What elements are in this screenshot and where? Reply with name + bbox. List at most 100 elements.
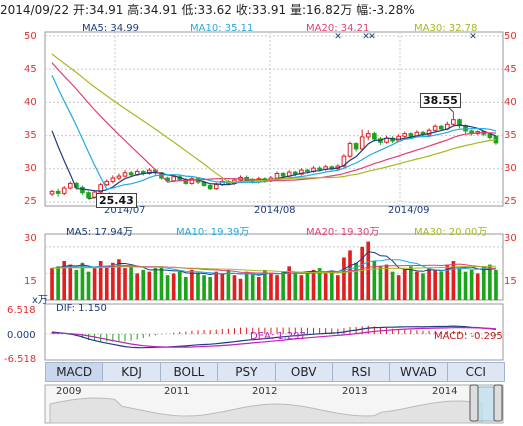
- candle-body: [274, 172, 280, 179]
- ma10-legend: MA10: 35.11: [190, 23, 254, 34]
- price-tick-left: 40: [24, 97, 37, 108]
- volume-bar: [56, 266, 60, 300]
- event-marker-icon: ✕: [469, 32, 477, 42]
- price-tick-right: 50: [504, 31, 517, 42]
- candle-body: [359, 136, 365, 150]
- volume-bar: [421, 273, 425, 300]
- candle-body: [122, 172, 128, 177]
- volume-bar: [281, 271, 285, 300]
- volume-ma20-line: [51, 263, 497, 275]
- tab-wvad[interactable]: WVAD: [389, 362, 447, 382]
- macd-tick: -6.518: [4, 354, 37, 365]
- volume-bar: [275, 275, 279, 300]
- volume-bar: [153, 268, 158, 300]
- volume-bar: [208, 276, 212, 300]
- indicator-tabs: MACD KDJ BOLL PSY OBV RSI WVAD CCI: [45, 362, 505, 382]
- volume-bar: [354, 262, 358, 300]
- tab-rsi[interactable]: RSI: [331, 362, 390, 382]
- timeline-handle-right: [493, 384, 503, 422]
- volume-bar: [402, 269, 407, 300]
- date-label: 2014/09: [388, 205, 430, 216]
- quote-low: 低:33.62: [181, 3, 232, 17]
- vol-ma10-legend: MA10: 19.39万: [176, 227, 250, 238]
- volume-bar: [390, 271, 395, 300]
- volume-bar: [244, 271, 249, 300]
- candle-body: [299, 169, 304, 175]
- date-label: 2014/08: [254, 205, 296, 216]
- volume-bar: [226, 269, 231, 300]
- volume-bar: [111, 262, 115, 300]
- volume-bar: [269, 273, 273, 300]
- candle-body: [341, 155, 347, 167]
- price-tick-right: 30: [504, 163, 517, 174]
- price-tick-left: 35: [24, 130, 37, 141]
- panel-frame: [44, 303, 504, 361]
- volume-bar: [123, 268, 127, 300]
- volume-bar: [171, 273, 176, 300]
- volume-bar: [396, 275, 401, 300]
- volume-bar: [129, 266, 133, 300]
- event-marker-icon: ✕: [368, 32, 376, 42]
- volume-bar: [378, 266, 383, 300]
- volume-bar: [141, 269, 146, 300]
- volume-bar: [494, 269, 498, 300]
- volume-bar: [433, 269, 437, 300]
- event-marker-icon: ✕: [334, 32, 342, 42]
- dif-legend: DIF: 1.150: [56, 303, 107, 314]
- volume-bar: [451, 261, 456, 300]
- ma5-legend: MA5: 34.99: [82, 23, 140, 34]
- volume-bar: [177, 271, 182, 300]
- vol-ma30-legend: MA30: 20.00万: [414, 227, 488, 238]
- ma30-line: [51, 53, 497, 183]
- tab-cci[interactable]: CCI: [446, 362, 505, 382]
- volume-bar: [250, 273, 255, 300]
- volume-bar: [159, 266, 164, 300]
- candle-body: [353, 143, 359, 150]
- candle-body: [487, 133, 493, 139]
- volume-bar: [409, 266, 413, 300]
- volume-bar: [348, 250, 352, 300]
- volume-bar: [336, 275, 340, 300]
- volume-bar: [74, 269, 79, 300]
- candle-body: [451, 119, 456, 125]
- tab-psy[interactable]: PSY: [217, 362, 275, 382]
- volume-tick-left: 30: [24, 233, 37, 244]
- volume-tick-right: 30: [504, 233, 517, 244]
- candle-body: [61, 187, 67, 194]
- ma30-legend: MA30: 32.78: [414, 23, 478, 34]
- event-marker-icon: ✕: [362, 32, 370, 42]
- tab-kdj[interactable]: KDJ: [102, 362, 160, 382]
- high-price-callout: 38.55: [420, 93, 461, 108]
- candle-body: [147, 169, 152, 174]
- quote-high: 高:34.91: [127, 3, 178, 17]
- price-tick-left: 25: [24, 196, 37, 207]
- volume-bar: [463, 271, 468, 300]
- timeline-year: 2013: [342, 386, 368, 397]
- timeline-year: 2011: [164, 386, 190, 397]
- candle-body: [104, 180, 110, 186]
- volume-bar: [342, 257, 346, 300]
- volume-bar: [311, 269, 316, 300]
- candle-body: [116, 175, 122, 179]
- tab-macd[interactable]: MACD: [45, 362, 103, 382]
- volume-bar: [415, 271, 419, 300]
- volume-bar: [287, 266, 292, 300]
- candle-body: [86, 192, 91, 199]
- volume-bar: [92, 268, 97, 300]
- volume-bar: [329, 271, 334, 300]
- volume-bar: [305, 271, 310, 300]
- date-label: 2014/07: [104, 205, 146, 216]
- candle-body: [317, 167, 322, 170]
- volume-bar: [147, 271, 152, 300]
- volume-bar: [80, 262, 85, 300]
- tab-obv[interactable]: OBV: [274, 362, 332, 382]
- price-tick-right: 45: [504, 64, 517, 75]
- candle-body: [110, 177, 116, 182]
- volume-ma30-line: [52, 265, 496, 274]
- tab-boll[interactable]: BOLL: [159, 362, 218, 382]
- ma20-legend: MA20: 34.21: [306, 23, 370, 34]
- vol-ma20-legend: MA20: 19.30万: [306, 227, 380, 238]
- macd-legend: MACD: -0.295: [434, 331, 503, 342]
- volume-bar: [360, 246, 364, 300]
